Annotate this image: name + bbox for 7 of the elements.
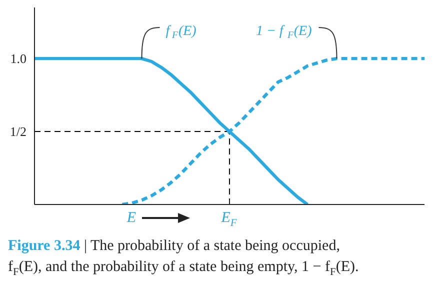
text: f$_{F}$(E), and the probability of a state being empty, 1 − f$_{F}$(E). <box>8 259 359 278</box>
y-tick-label: 1/2 <box>10 124 27 140</box>
x-tick-label: E <box>126 209 136 228</box>
x-tick-label: E$_{F}$ <box>221 209 237 231</box>
y-tick-label: 1.0 <box>10 51 26 66</box>
caption: Figure 3.34 <box>8 238 80 254</box>
text: | The probability of a state being occupied, <box>84 238 340 254</box>
